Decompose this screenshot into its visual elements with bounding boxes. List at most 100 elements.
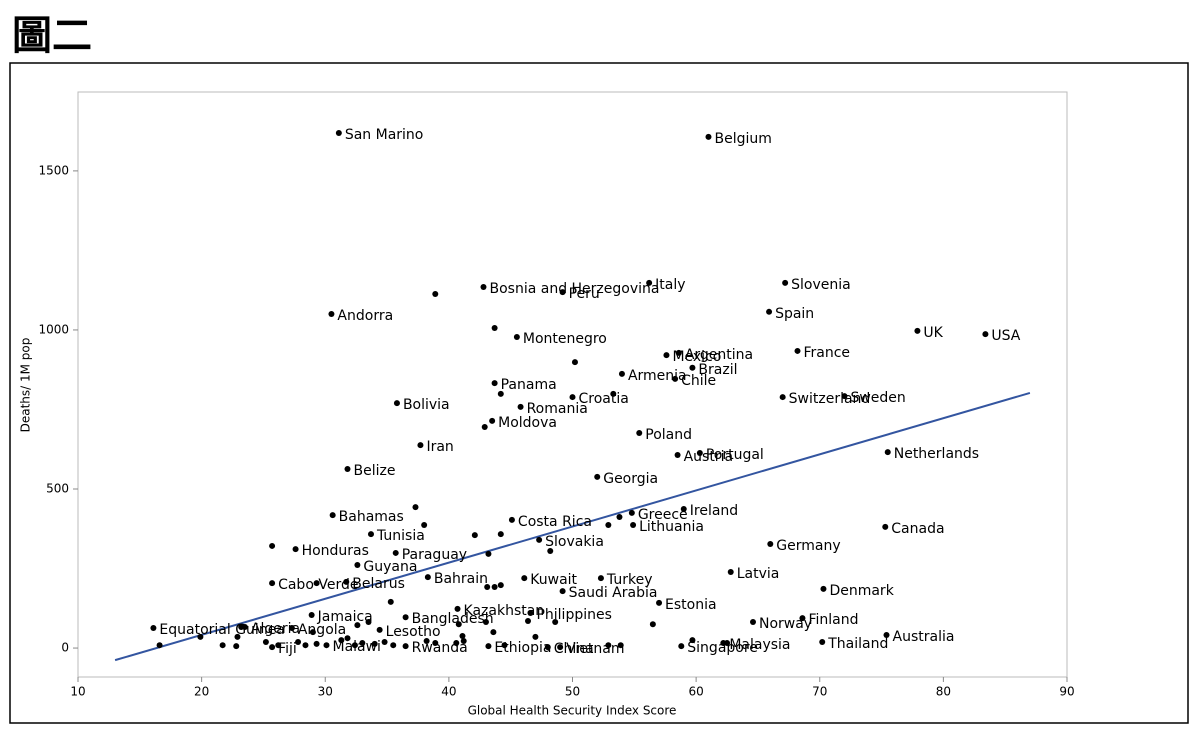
point-label: Chile — [681, 373, 716, 389]
point-label: Panama — [501, 377, 557, 393]
point — [513, 333, 520, 340]
point-label: Netherlands — [894, 446, 979, 462]
point-label: Slovakia — [545, 534, 604, 550]
point — [724, 639, 731, 646]
point-label: Thailand — [827, 636, 888, 652]
point — [501, 642, 508, 649]
point-label: Germany — [776, 538, 840, 554]
point — [705, 133, 712, 140]
point — [392, 549, 399, 556]
point — [338, 637, 345, 644]
point — [696, 450, 703, 457]
point-label: Croatia — [579, 391, 629, 407]
point — [884, 449, 891, 456]
point — [329, 512, 336, 519]
x-tick-label: 70 — [812, 685, 827, 699]
point-label: Kuwait — [530, 572, 577, 588]
point-label: Tunisia — [376, 528, 425, 544]
point — [618, 370, 625, 377]
point — [883, 632, 890, 639]
point — [412, 504, 419, 511]
point — [649, 621, 656, 628]
point — [882, 523, 889, 530]
point — [387, 598, 394, 605]
point — [313, 580, 320, 587]
point — [308, 611, 315, 618]
point — [491, 583, 498, 590]
point-label: China — [554, 641, 594, 657]
point-label: Angola — [298, 622, 346, 638]
point-label: Brazil — [698, 362, 737, 378]
point — [508, 516, 515, 523]
point — [219, 642, 226, 649]
point — [313, 640, 320, 647]
point — [982, 331, 989, 338]
point — [288, 625, 295, 632]
point-label: Ethiopia — [494, 640, 551, 656]
point-label: UK — [923, 325, 943, 341]
point — [482, 618, 489, 625]
point — [617, 642, 624, 649]
point-label: Armenia — [628, 368, 687, 384]
point — [481, 423, 488, 430]
x-tick-label: 80 — [936, 685, 951, 699]
point — [262, 639, 269, 646]
point — [663, 352, 670, 359]
point-label: Algeria — [251, 621, 300, 637]
point — [794, 347, 801, 354]
point — [689, 364, 696, 371]
point-label: Spain — [775, 306, 814, 322]
point — [376, 626, 383, 633]
point-label: Jamaica — [317, 609, 373, 625]
point-label: Honduras — [302, 543, 369, 559]
point-label: Belgium — [714, 131, 771, 147]
point-label: Estonia — [665, 597, 717, 613]
point-label: Montenegro — [523, 331, 607, 347]
point-label: Costa Rica — [518, 514, 592, 530]
point — [453, 639, 460, 646]
point — [234, 633, 241, 640]
point — [767, 541, 774, 548]
point-label: Mexico — [672, 349, 721, 365]
point — [489, 417, 496, 424]
point-label: Italy — [655, 277, 685, 293]
point-label: Andorra — [337, 308, 393, 324]
point — [393, 400, 400, 407]
point — [328, 311, 335, 318]
point — [269, 644, 276, 651]
point — [491, 325, 498, 332]
point — [455, 621, 462, 628]
point — [402, 643, 409, 650]
point-label: Malaysia — [729, 637, 790, 653]
point — [544, 644, 551, 651]
point — [605, 642, 612, 649]
point — [351, 642, 358, 649]
point-label: France — [803, 345, 850, 361]
point — [344, 465, 351, 472]
point — [766, 308, 773, 315]
point-label: Norway — [759, 616, 812, 632]
point — [335, 130, 342, 137]
point — [269, 580, 276, 587]
point — [636, 430, 643, 437]
point — [150, 625, 157, 632]
y-tick-label: 1500 — [38, 163, 69, 177]
point — [610, 390, 617, 397]
point — [630, 521, 637, 528]
x-axis-label: Global Health Security Index Score — [468, 704, 677, 718]
point-label: Sweden — [850, 390, 905, 406]
point — [460, 638, 467, 645]
point — [471, 532, 478, 539]
point — [156, 642, 163, 649]
point — [646, 279, 653, 286]
point-label: Equatorial Guinea — [159, 622, 284, 638]
point — [454, 605, 461, 612]
point-label: Denmark — [829, 583, 894, 599]
point — [490, 629, 497, 636]
point-label: Bosnia and Herzegovina — [489, 281, 659, 297]
point — [497, 531, 504, 538]
point — [552, 618, 559, 625]
point-label: Bolivia — [403, 397, 450, 413]
point — [799, 615, 806, 622]
